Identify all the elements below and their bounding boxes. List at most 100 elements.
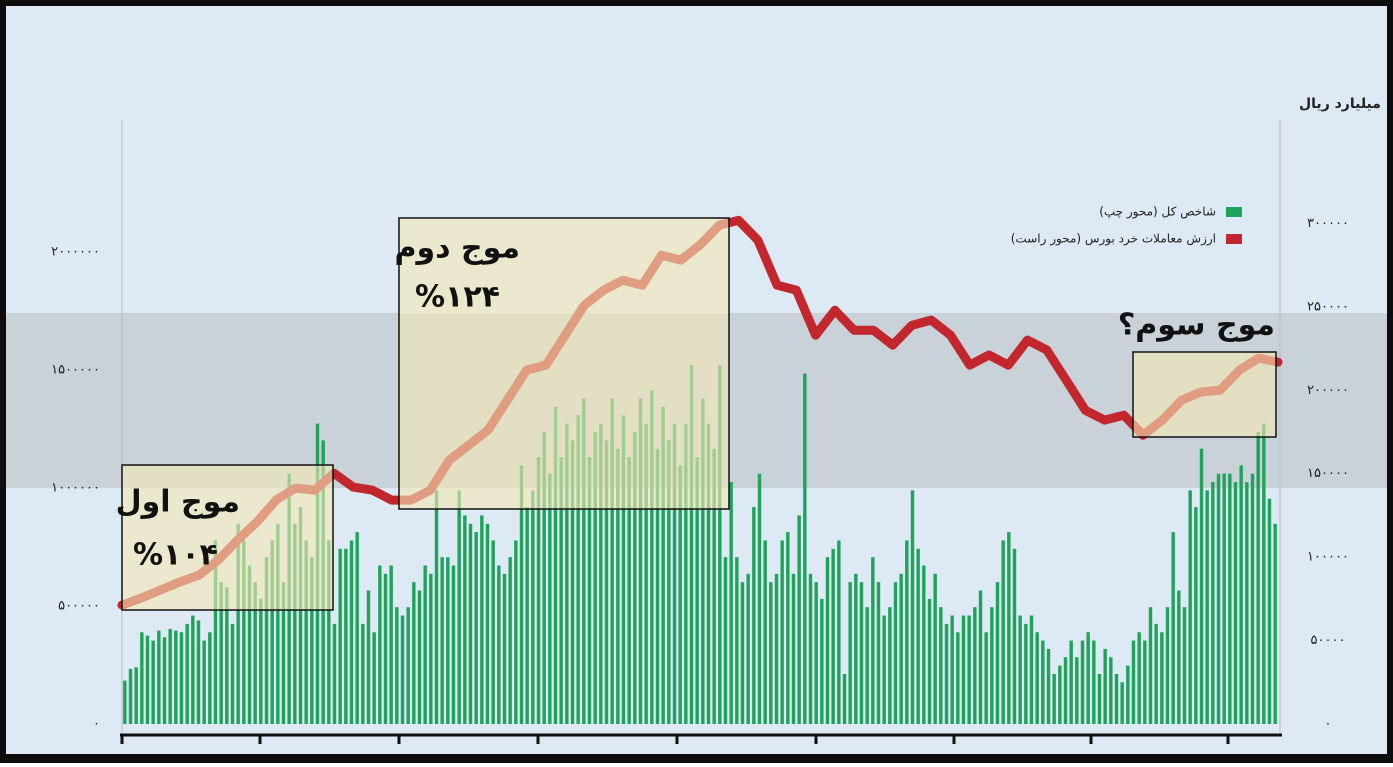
bar: [372, 632, 376, 724]
bar: [950, 615, 954, 724]
bar: [213, 540, 218, 724]
bar: [276, 523, 280, 724]
legend-swatch: [1226, 207, 1242, 217]
bar: [468, 523, 473, 724]
bar: [803, 373, 807, 724]
bar: [650, 390, 654, 724]
bar: [242, 540, 246, 724]
bar: [1205, 490, 1209, 724]
bar: [604, 440, 609, 724]
bar: [185, 623, 189, 724]
bar: [361, 623, 365, 724]
bar: [774, 573, 779, 724]
bar: [174, 630, 178, 724]
legend: شاخص کل (محور چپ) ارزش معاملات خرد بورس (…: [1011, 205, 1242, 247]
bar: [616, 448, 620, 724]
y-tick-label: ۲۰۰۰۰۰۰: [51, 245, 100, 260]
bar: [678, 465, 682, 724]
bar: [1245, 482, 1249, 724]
bar: [1069, 640, 1073, 724]
bar: [1007, 532, 1011, 724]
bar: [808, 573, 813, 724]
y2-tick-label: ۱۰۰۰۰۰: [1307, 550, 1349, 565]
bar: [735, 557, 739, 724]
annotation-box: [1132, 351, 1277, 438]
bar: [1165, 607, 1170, 724]
bar: [746, 573, 750, 724]
bar: [253, 582, 257, 724]
bar: [151, 640, 155, 724]
bar: [434, 490, 439, 724]
bar: [927, 598, 932, 724]
annotation-box: [398, 217, 730, 510]
bar: [820, 598, 824, 724]
bar: [1103, 648, 1107, 724]
bar: [140, 632, 144, 724]
bar: [576, 415, 580, 724]
bar: [1058, 665, 1062, 724]
bar: [769, 582, 773, 724]
annotation-value: %۱۲۴: [415, 280, 500, 315]
bar: [689, 365, 694, 724]
bar: [995, 582, 1000, 724]
bar: [1256, 432, 1260, 724]
y-tick-label: ۱۵۰۰۰۰۰: [51, 363, 100, 378]
bar: [780, 540, 784, 724]
bar: [1188, 490, 1192, 724]
bar: [1250, 473, 1255, 724]
y2-tick-label: ۵۰۰۰۰: [1311, 633, 1346, 648]
bar: [1137, 632, 1141, 724]
bar: [644, 423, 648, 724]
y2-tick-label: ۲۰۰۰۰۰: [1307, 383, 1349, 398]
bar: [854, 573, 858, 724]
bar: [378, 565, 382, 724]
bar: [740, 582, 745, 724]
bar: [882, 615, 886, 724]
bar: [310, 557, 314, 724]
bar: [1041, 640, 1045, 724]
bar: [145, 635, 150, 724]
bar: [627, 457, 631, 724]
bar: [202, 640, 206, 724]
bar: [1239, 465, 1243, 724]
bar: [1131, 640, 1136, 724]
bar: [723, 557, 728, 724]
bar: [893, 582, 898, 724]
bar: [1194, 507, 1198, 724]
bar: [406, 607, 410, 724]
bar: [157, 630, 161, 724]
y2-tick-label: ۰: [1325, 717, 1332, 732]
bar: [400, 615, 405, 724]
bar: [752, 507, 756, 724]
bar: [797, 515, 801, 724]
bar: [916, 548, 920, 724]
bar: [684, 423, 688, 724]
bar: [457, 490, 461, 724]
bar: [383, 573, 388, 724]
bar: [667, 440, 671, 724]
bar: [837, 540, 841, 724]
legend-swatch: [1226, 234, 1242, 244]
annotation-value: %۱۰۴: [133, 538, 218, 573]
bar: [621, 415, 626, 724]
bar: [1029, 615, 1034, 724]
bar: [706, 423, 711, 724]
bar: [1126, 665, 1130, 724]
bar: [672, 423, 677, 724]
bar: [480, 515, 484, 724]
y-tick-label: ۵۰۰۰۰۰: [58, 599, 100, 614]
bar: [1035, 632, 1039, 724]
bar: [264, 557, 269, 724]
bar: [514, 540, 518, 724]
bar: [219, 582, 223, 724]
bar: [570, 440, 575, 724]
y2-tick-label: ۲۵۰۰۰۰: [1307, 299, 1349, 314]
bar: [825, 557, 830, 724]
bar: [1080, 640, 1085, 724]
bar: [888, 607, 892, 724]
bar: [1143, 640, 1147, 724]
annotation-title: موج اول: [116, 485, 240, 520]
y-tick-label: ۱۰۰۰۰۰۰: [51, 481, 100, 496]
bar: [831, 548, 835, 724]
